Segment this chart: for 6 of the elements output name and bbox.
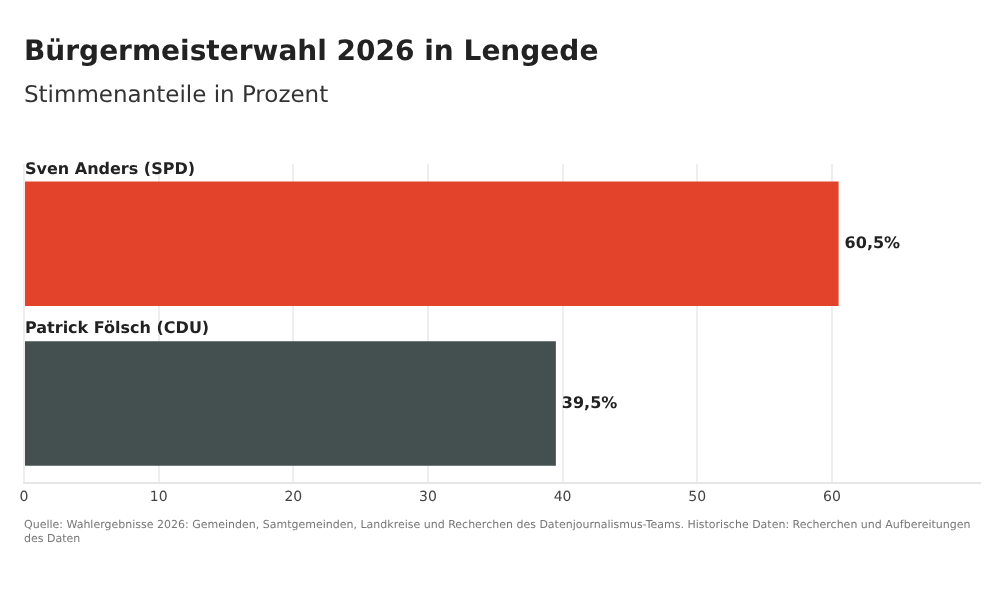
y-tick-label: Patrick Fölsch (CDU)	[25, 319, 210, 338]
y-tick-label: Sven Anders (SPD)	[25, 159, 195, 178]
chart-subtitle: Stimmenanteile in Prozent	[24, 80, 329, 108]
chart-title: Bürgermeisterwahl 2026 in Lengede	[24, 36, 599, 68]
data-label: 39,5%	[561, 393, 618, 412]
data-label: 60,5%	[844, 233, 901, 252]
